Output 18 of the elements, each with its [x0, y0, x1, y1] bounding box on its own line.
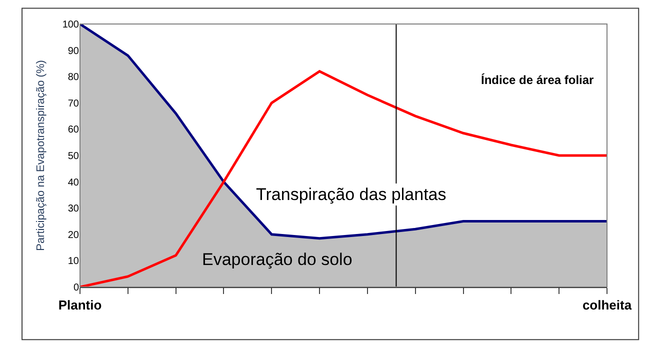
annotation: Evaporação do solo: [202, 250, 352, 269]
y-tick-label: 50: [68, 151, 80, 162]
y-tick-label: 30: [68, 204, 80, 215]
annotation: Índice de área foliar: [481, 73, 594, 87]
y-tick-label: 0: [73, 282, 80, 294]
y-tick-label: 10: [68, 256, 80, 268]
y-tick-label: 60: [68, 124, 80, 136]
x-tick-label: colheita: [582, 298, 632, 313]
y-tick-label: 80: [68, 72, 80, 84]
y-axis-title: Participação na Evapotranspiração (%): [34, 60, 47, 251]
line-series: [80, 70, 607, 287]
y-tick-label: 70: [68, 98, 80, 110]
y-tick-label: 20: [68, 230, 80, 241]
y-tick-label: 40: [68, 177, 80, 188]
x-tick-label: Plantio: [58, 298, 102, 313]
y-tick-label: 100: [62, 20, 80, 30]
y-tick-label: 90: [68, 46, 80, 57]
annotation: Transpiração das plantas: [256, 185, 446, 204]
